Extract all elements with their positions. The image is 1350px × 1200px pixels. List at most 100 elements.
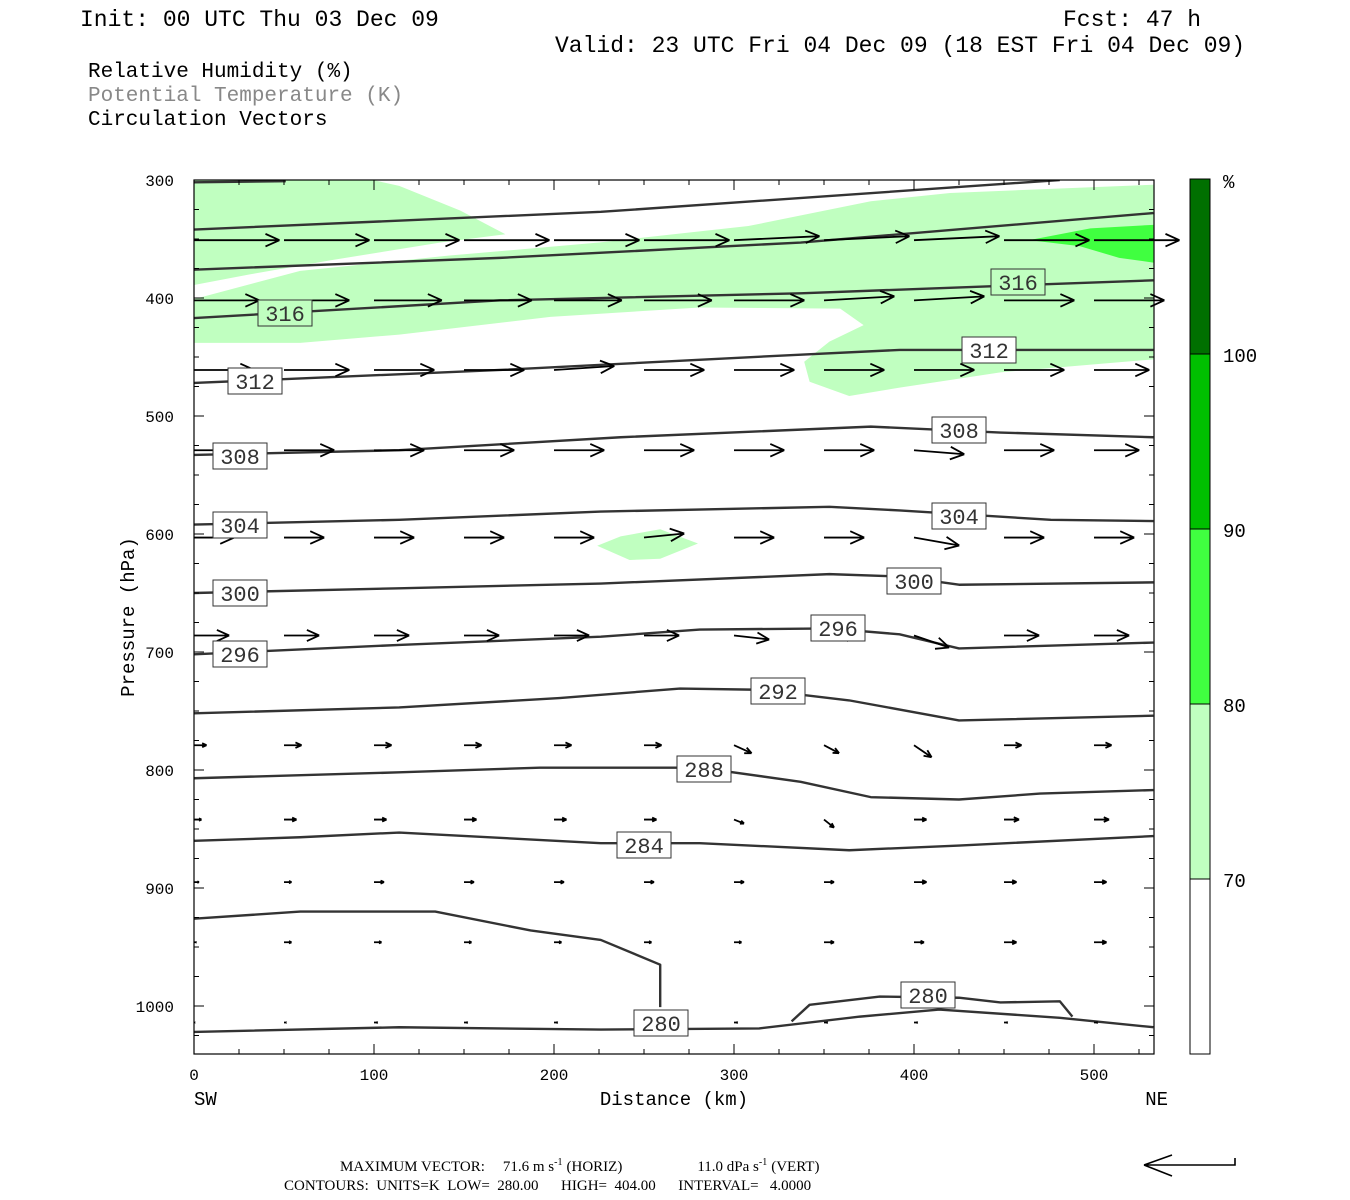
legend-theta: Potential Temperature (K) [88,85,403,108]
wind-vector-arrow [1004,530,1045,545]
colorbar [1189,178,1211,1055]
wind-vector-arrow [553,359,615,374]
wind-vector-arrow [554,530,595,545]
contour-line-316 [194,279,1154,320]
wind-vector-arrow [644,879,655,885]
wind-vector-arrow [374,940,382,945]
wind-vector-arrow [913,446,965,461]
forecast-hour: Fcst: 47 h [1063,7,1201,33]
contour-label: 296 [810,614,866,643]
contour-label-text: 316 [998,272,1038,297]
wind-vector-arrow [644,293,713,308]
contour-label-text: 312 [969,340,1009,365]
wind-vector-arrow [464,816,477,823]
wind-vector-arrow [374,530,415,545]
wind-vector-arrow [734,940,742,945]
contour-label: 316 [990,268,1046,297]
wind-vector-arrow [734,879,745,885]
contour-label: 316 [257,299,313,328]
wind-vector-arrow [1004,362,1065,378]
wind-vector-arrow [284,1021,287,1024]
colorbar-segment [1189,703,1211,880]
wind-vector-arrow [1094,629,1130,642]
x-axis-title: Distance (km) [600,1089,748,1111]
wind-vector-arrow [644,443,695,458]
valid-time: Valid: 23 UTC Fri 04 Dec 09 (18 EST Fri … [555,33,1245,59]
y-tick-label: 1000 [136,999,174,1017]
contour-line-328 [194,180,286,184]
x-tick-label: 100 [360,1067,389,1085]
contour-label-text: 300 [894,571,934,596]
contour-label-text: 292 [758,681,798,706]
y-tick-label: 700 [145,645,174,663]
contour-line-280 [790,995,1074,1023]
contour-line-284 [194,831,1154,852]
wind-vector-arrow [1094,1021,1099,1024]
y-tick-label: 600 [145,527,174,545]
contour-label: 308 [212,442,268,471]
colorbar-segment [1189,878,1211,1055]
wind-vector-arrow [644,741,662,749]
colorbar-segment [1189,178,1211,355]
wind-vector-arrow [1094,879,1107,885]
wind-vector-arrow [1004,293,1075,308]
rh-fill-region [1029,224,1154,263]
wind-vector-arrow [1094,293,1165,308]
wind-vector-arrow [1094,530,1135,545]
wind-vector-arrow [374,362,435,378]
wind-vector-arrow [733,229,820,244]
wind-vector-arrow [913,536,960,551]
wind-vector-arrow [554,443,605,458]
wind-vector-arrow [1004,443,1055,458]
wind-vector-arrow [554,940,562,945]
contour-label: 308 [931,416,987,445]
wind-vector-arrow [1004,1021,1009,1024]
y-axis-title: Pressure (hPa) [118,537,140,697]
wind-vector-arrow [734,362,795,378]
wind-vector-arrow [914,816,927,823]
contour-line-324 [194,180,1060,231]
contour-label: 312 [227,367,283,396]
wind-vector-arrow [914,362,975,378]
wind-vector-arrow [734,530,775,545]
wind-vector-arrow [644,629,680,642]
wind-vector-arrow [734,293,805,308]
wind-vector-arrow [464,741,482,749]
init-time: Init: 00 UTC Thu 03 Dec 09 [80,7,439,33]
wind-vector-arrow [284,233,370,248]
contour-line-300 [194,572,1154,595]
colorbar-segment [1189,353,1211,530]
wind-vector-arrow [824,879,835,885]
wind-vector-arrow [1004,233,1090,248]
wind-vector-arrow [284,629,320,642]
wind-vector-arrow [284,880,292,885]
circulation-vectors [194,229,1180,1024]
colorbar-label-90: 90 [1223,521,1246,543]
wind-vector-arrow [913,744,933,759]
wind-vector-arrow [644,940,652,945]
contour-label-text: 304 [220,515,260,540]
wind-vector-arrow [464,530,505,545]
wind-vector-arrow [284,940,292,945]
contour-label-text: 316 [265,303,305,328]
wind-vector-arrow [194,742,207,749]
wind-vector-arrow [374,233,460,248]
contour-line-320 [194,211,1154,271]
colorbar-unit: % [1223,172,1235,194]
wind-vector-arrow [734,443,785,458]
wind-vector-arrow [464,443,515,458]
contour-label: 296 [212,640,268,669]
wind-vector-arrow [284,741,302,749]
wind-vector-arrow [194,817,202,822]
plot-frame [193,179,1155,1055]
wind-vector-arrow [374,741,392,749]
wind-vector-arrow [464,629,500,642]
wind-vector-arrow [824,1021,829,1024]
contour-label-text: 308 [220,446,260,471]
wind-vector-arrow [733,744,753,755]
legend-rh: Relative Humidity (%) [88,61,353,84]
wind-vector-arrow [1004,741,1022,749]
wind-vector-arrow [823,818,835,829]
y-tick-label: 800 [145,763,174,781]
wind-vector-arrow [464,1021,469,1024]
